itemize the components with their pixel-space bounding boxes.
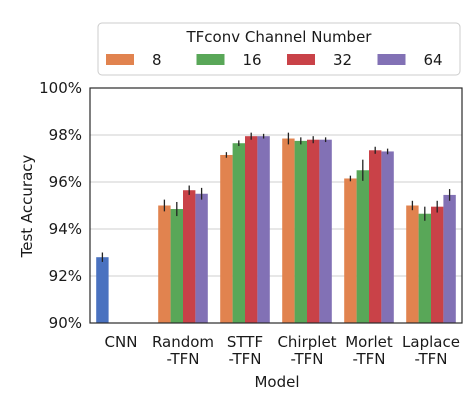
- bar-series-8: [406, 205, 419, 323]
- x-tick-label: CNN: [105, 333, 138, 351]
- legend: TFconv Channel Number 8 16 32 64: [97, 22, 461, 76]
- gridlines: [90, 134, 462, 277]
- bars: [96, 132, 456, 323]
- bar-series-32: [245, 136, 258, 323]
- legend-box: [97, 22, 461, 76]
- legend-swatch: [106, 54, 134, 65]
- y-tick-label: 90%: [49, 314, 82, 332]
- bar-series-64: [319, 139, 332, 323]
- bar-series-32: [307, 139, 320, 323]
- legend-label: 16: [243, 51, 262, 69]
- bar-series-32: [369, 150, 382, 323]
- bar-series-32: [183, 190, 196, 323]
- bar-series-64: [257, 136, 270, 323]
- legend-swatch: [377, 54, 406, 65]
- x-tick-label: STTF: [227, 333, 263, 351]
- bar-series-16: [294, 140, 307, 323]
- y-tick-label: 98%: [49, 126, 82, 144]
- legend-swatch: [287, 54, 315, 65]
- legend-title: TFconv Channel Number: [186, 28, 373, 46]
- y-axis-title: Test Accuracy: [18, 154, 36, 258]
- bar-series-8: [158, 205, 171, 323]
- bar-baseline: [96, 257, 109, 323]
- bar-series-16: [418, 213, 431, 323]
- legend-label: 64: [424, 51, 443, 69]
- x-tick-label: -TFN: [166, 350, 199, 368]
- legend-label: 8: [152, 51, 162, 69]
- bar-series-16: [356, 170, 369, 323]
- y-tick-label: 100%: [39, 79, 82, 97]
- x-axis-title: Model: [254, 373, 299, 391]
- bar-series-64: [195, 193, 208, 323]
- legend-swatch: [196, 54, 225, 65]
- legend-label: 32: [333, 51, 352, 69]
- x-tick-label: Laplace: [402, 333, 460, 351]
- axes: 90%92%94%96%98%100%CNN Random-TFNSTTF-TFN…: [39, 79, 463, 368]
- y-tick-label: 94%: [49, 220, 82, 238]
- bar-series-8: [220, 154, 233, 323]
- x-tick-label: -TFN: [352, 350, 385, 368]
- bar-series-64: [443, 194, 456, 323]
- x-tick-label: -TFN: [290, 350, 323, 368]
- bar-series-16: [170, 209, 183, 323]
- plot-frame: [89, 87, 463, 324]
- x-tick-label: Chirplet: [277, 333, 336, 351]
- bar-series-16: [232, 143, 245, 323]
- x-tick-label: Morlet: [345, 333, 393, 351]
- bar-series-8: [344, 178, 357, 323]
- bar-series-32: [431, 206, 444, 323]
- bar-series-64: [381, 151, 394, 323]
- y-tick-label: 96%: [49, 173, 82, 191]
- y-tick-label: 92%: [49, 267, 82, 285]
- x-tick-label: -TFN: [228, 350, 261, 368]
- x-tick-label: -TFN: [414, 350, 447, 368]
- x-tick-label: Random: [152, 333, 214, 351]
- bar-series-8: [282, 138, 295, 323]
